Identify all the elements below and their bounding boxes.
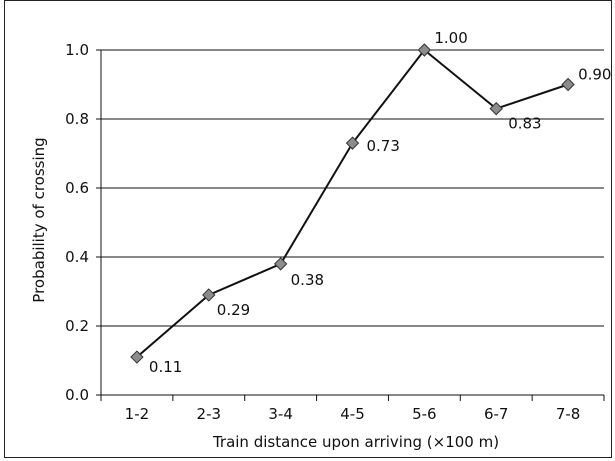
- axes: [100, 50, 604, 396]
- data-label: 0.90: [578, 66, 611, 84]
- y-axis-title: Probability of crossing: [30, 137, 48, 302]
- data-point-marker: [489, 101, 503, 116]
- x-tick-label: 4-5: [340, 405, 365, 423]
- x-tick-label: 7-8: [556, 405, 581, 423]
- y-tick-labels: 0.0 0.2 0.4 0.6 0.8 1.0: [65, 41, 101, 404]
- data-points: [130, 43, 575, 364]
- grid-lines: [101, 49, 604, 327]
- y-tick-label: 0.8: [65, 110, 89, 128]
- x-tick-label: 3-4: [268, 405, 293, 423]
- data-label: 0.38: [291, 271, 324, 289]
- data-label: 0.83: [508, 115, 541, 133]
- x-tick-label: 6-7: [484, 405, 509, 423]
- series-line: [136, 48, 569, 358]
- data-label: 0.73: [367, 137, 400, 155]
- data-label: 1.00: [434, 29, 467, 47]
- x-tick-labels: 1-2 2-3 3-4 4-5 5-6 6-7 7-8: [100, 395, 605, 423]
- y-tick-label: 0.6: [65, 179, 89, 197]
- data-label: 0.29: [217, 301, 250, 319]
- series-polyline: [136, 48, 569, 358]
- y-tick-label: 0.2: [65, 317, 89, 335]
- x-tick-label: 1-2: [125, 405, 150, 423]
- y-tick-label: 0.0: [65, 386, 89, 404]
- data-point-marker: [561, 77, 575, 92]
- data-labels: 0.11 0.29 0.38 0.73 1.00 0.83 0.90: [149, 29, 612, 376]
- data-point-marker: [417, 43, 432, 57]
- x-tick-label: 5-6: [412, 405, 437, 423]
- data-point-marker: [202, 288, 216, 302]
- data-point-marker: [273, 257, 288, 271]
- data-label: 0.11: [149, 358, 182, 376]
- chart-frame: [4, 0, 612, 458]
- data-point-marker: [345, 136, 360, 150]
- y-tick-label: 0.4: [65, 248, 89, 266]
- x-axis-title: Train distance upon arriving (×100 m): [212, 433, 499, 451]
- data-point-marker: [130, 350, 144, 364]
- x-tick-label: 2-3: [197, 405, 222, 423]
- y-tick-label: 1.0: [65, 41, 89, 59]
